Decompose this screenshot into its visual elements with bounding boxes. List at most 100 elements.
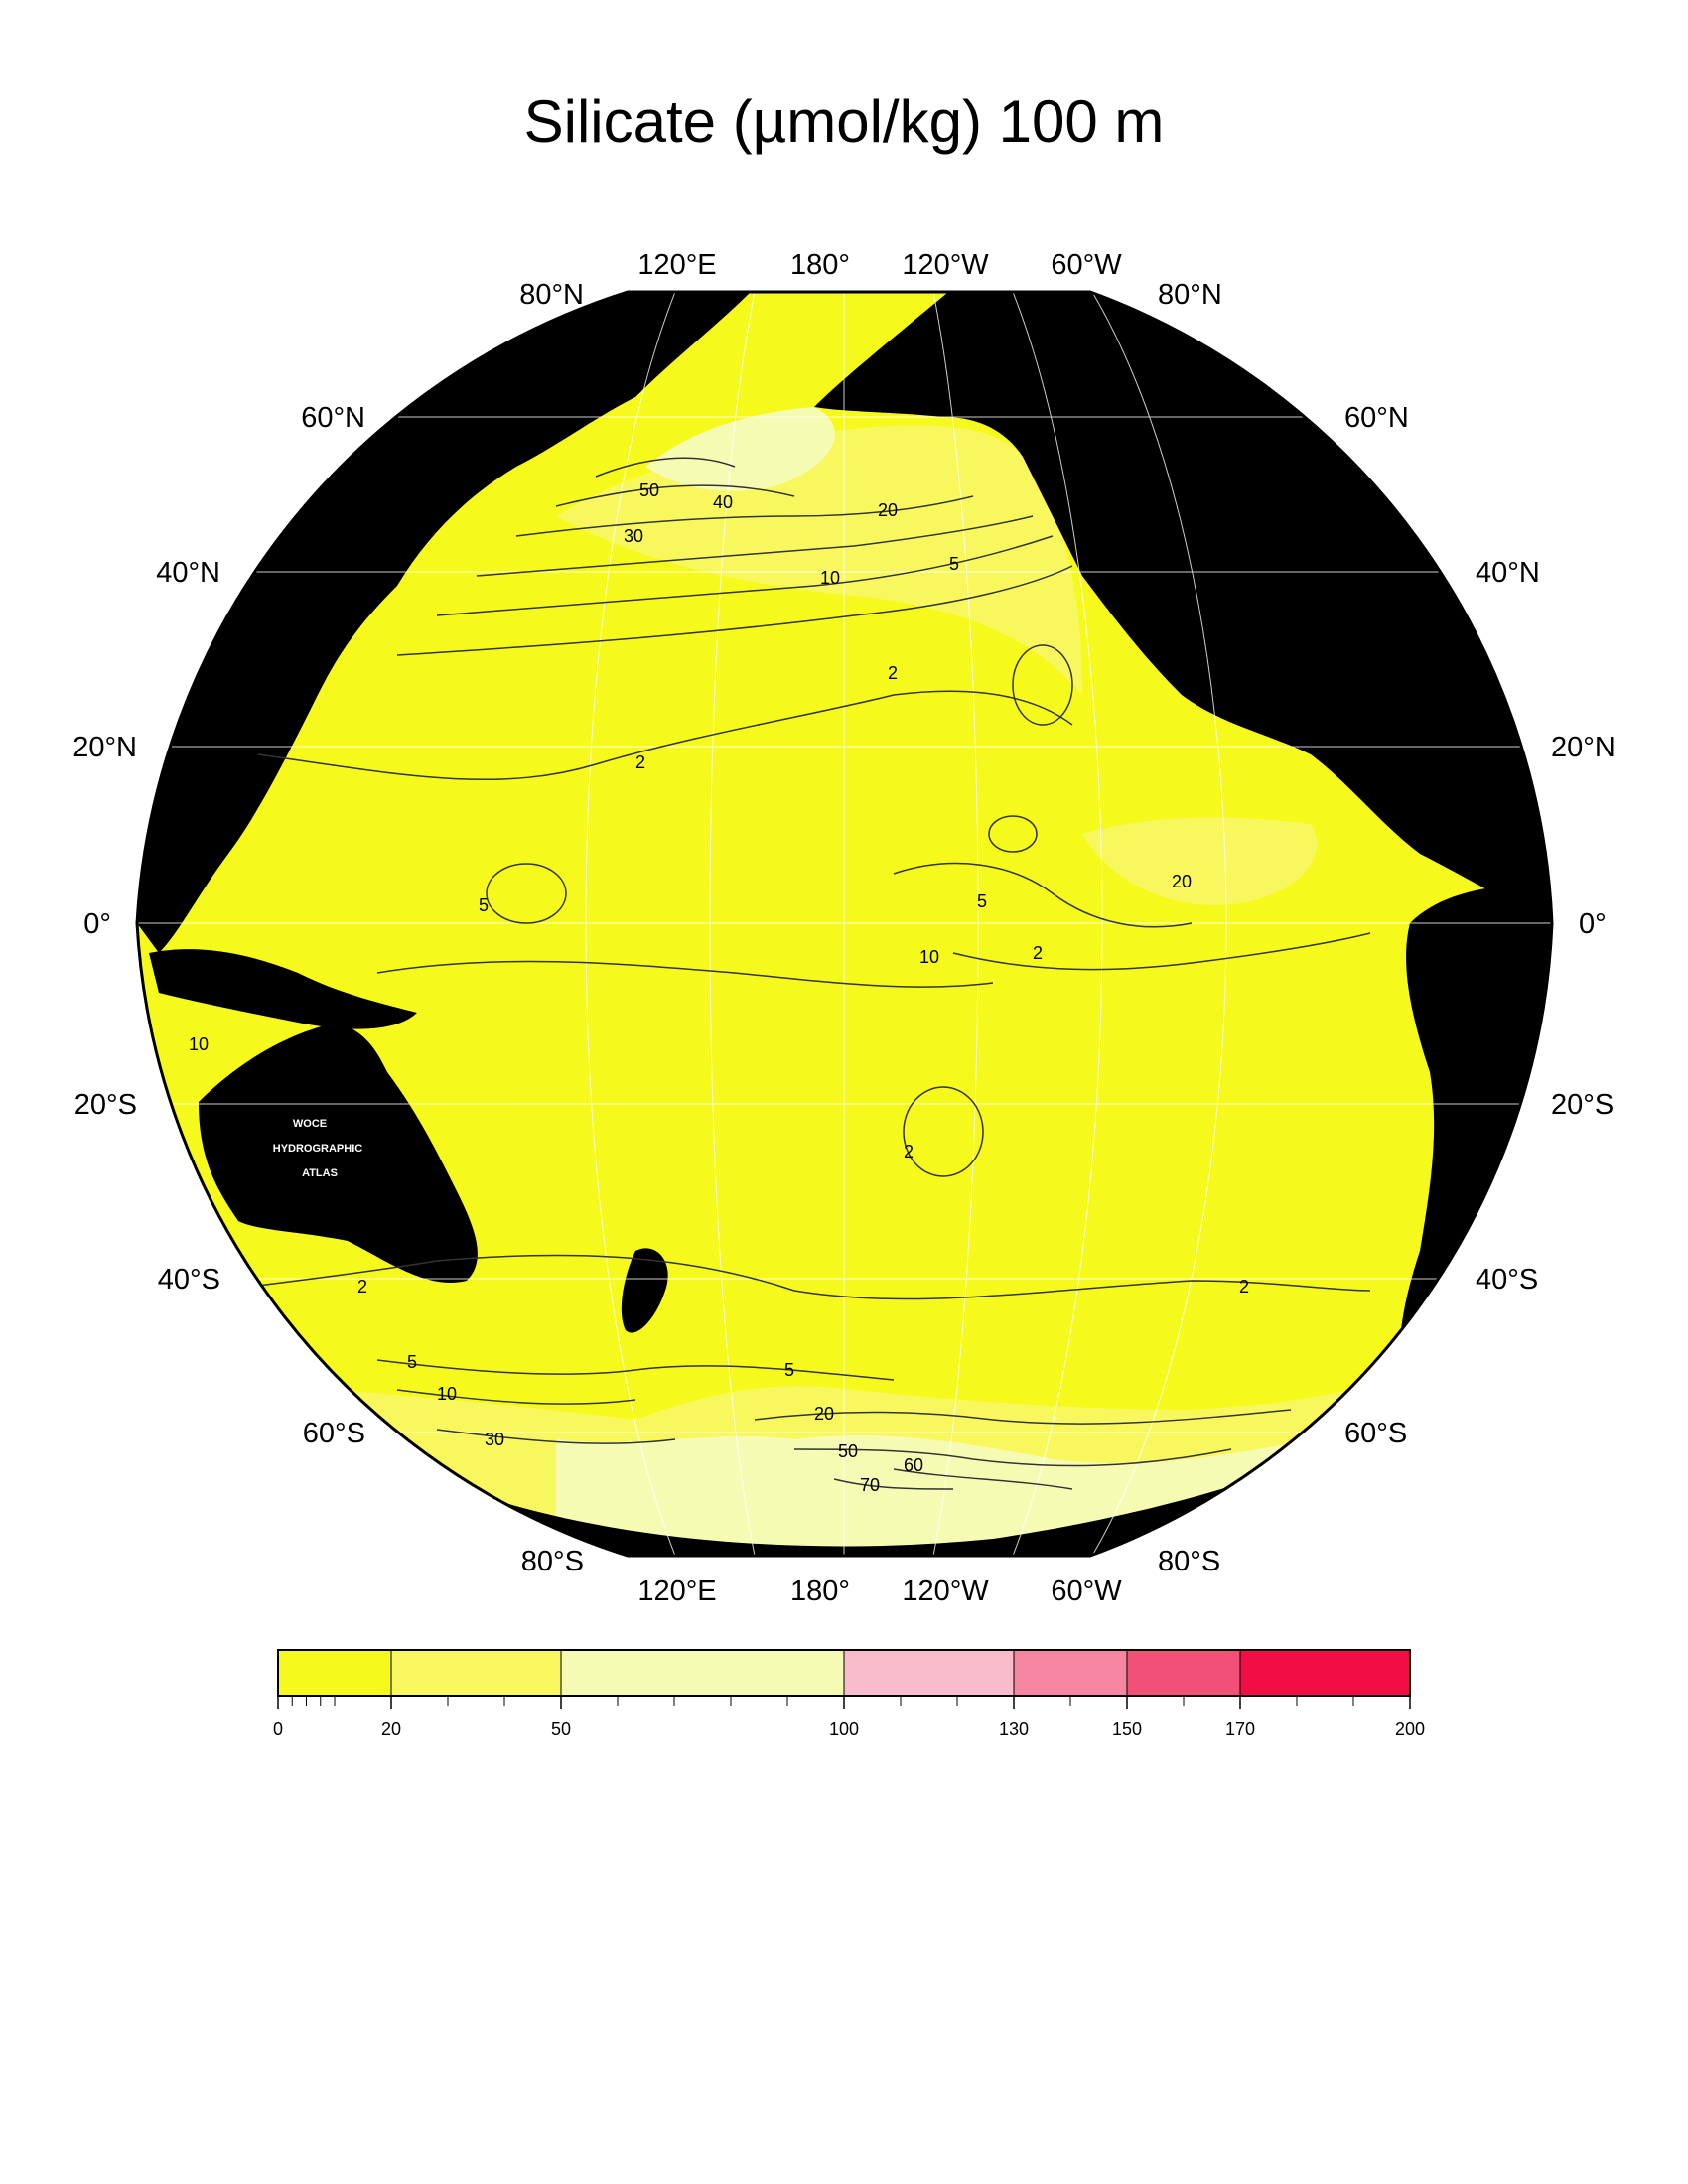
latitude-labels-right: 80°N 60°N 40°N 20°N 0° 20°S 40°S 60°S 80…	[1158, 279, 1616, 1577]
contour-line-mid-2	[257, 690, 1073, 781]
contour-closed-south-pacific	[903, 1086, 984, 1177]
contour-label: 10	[437, 1384, 457, 1404]
lon-label-bottom-60w: 60°W	[1051, 1575, 1122, 1607]
contour-line-north-50	[595, 457, 736, 478]
lon-label-bottom-120w: 120°W	[902, 1575, 989, 1607]
colorbar-tick-label: 200	[1395, 1719, 1425, 1739]
contour-label: 60	[904, 1455, 923, 1475]
colorbar-tick-label: 0	[273, 1719, 283, 1739]
contour-label: 50	[639, 480, 659, 500]
lat-label-right-80n: 80°N	[1158, 279, 1222, 311]
contour-label: 2	[888, 663, 898, 683]
colorbar-band	[1239, 1649, 1411, 1697]
contour-closed-north-east	[1012, 644, 1073, 726]
globe	[137, 292, 1552, 1556]
band-north-50-100	[645, 407, 835, 491]
contour-label: 10	[820, 568, 840, 588]
stamp-line-2: HYDROGRAPHIC	[273, 1143, 363, 1155]
map-title: Silicate (µmol/kg) 100 m	[523, 88, 1165, 155]
contour-line-south-5	[376, 1359, 895, 1381]
globe-outline	[135, 290, 1554, 1558]
graticule	[137, 292, 1552, 1556]
contour-label: 50	[838, 1441, 858, 1461]
contour-label: 5	[784, 1360, 794, 1380]
colorbar: 0 20 50 100 130 150 170 200	[273, 1649, 1425, 1739]
contour-label: 2	[357, 1277, 367, 1297]
contour-line-south-30	[436, 1429, 676, 1444]
lat-label-right-40n: 40°N	[1476, 557, 1540, 589]
contour-line-south-10	[396, 1389, 636, 1405]
colorbar-tick-label: 20	[381, 1719, 401, 1739]
land-indonesia	[149, 949, 417, 1029]
lat-label-left-20s: 20°S	[74, 1089, 137, 1121]
contour-label: 2	[1033, 943, 1043, 963]
contour-line-north-10	[436, 535, 1054, 616]
contour-label: 2	[1239, 1277, 1249, 1297]
colorbar-band	[560, 1649, 845, 1697]
contour-label: 2	[904, 1142, 914, 1161]
contour-line-north-30	[515, 495, 974, 537]
colorbar-tick-label: 150	[1112, 1719, 1142, 1739]
lon-label-top-120w: 120°W	[902, 249, 989, 281]
lon-label-bottom-120e: 120°E	[637, 1575, 716, 1607]
contour-line-south-60	[893, 1468, 1073, 1490]
contour-label: 5	[977, 891, 987, 911]
contour-line-south-50	[793, 1448, 1232, 1467]
contour-label: 30	[485, 1430, 504, 1449]
lon-label-top-180: 180°	[790, 249, 850, 281]
lat-label-right-20n: 20°N	[1551, 732, 1616, 763]
longitude-labels-bottom: 120°E 180° 120°W 60°W	[637, 1575, 1122, 1607]
contour-label: 20	[1172, 872, 1192, 891]
stamp-line-3: ATLAS	[302, 1167, 338, 1179]
lat-label-left-40s: 40°S	[158, 1264, 220, 1296]
colorbar-tick-label: 130	[999, 1719, 1029, 1739]
colorbar-tick-label: 170	[1225, 1719, 1255, 1739]
colorbar-band	[277, 1649, 392, 1697]
lat-label-left-80s: 80°S	[521, 1546, 584, 1577]
contour-label: 2	[635, 752, 645, 772]
contour-label: 40	[713, 492, 733, 512]
contour-line-north-40	[555, 484, 795, 507]
colorbar-band	[1013, 1649, 1128, 1697]
contour-label: 70	[860, 1475, 880, 1495]
colorbar-band	[843, 1649, 1015, 1697]
lon-label-top-120e: 120°E	[637, 249, 716, 281]
lon-line-120w	[1012, 292, 1103, 1556]
colorbar-tick-label: 100	[829, 1719, 859, 1739]
contour-label: 20	[878, 500, 898, 520]
band-east-eq-20-50	[1082, 817, 1318, 905]
contour-label: 5	[407, 1352, 417, 1372]
contour-closed-east-eq	[988, 815, 1038, 853]
contour-line-eq-2	[376, 960, 994, 988]
lat-label-right-60s: 60°S	[1344, 1418, 1407, 1449]
colorbar-band	[390, 1649, 562, 1697]
contours	[217, 457, 1371, 1490]
lat-label-right-20s: 20°S	[1551, 1089, 1614, 1121]
lon-line-150e	[709, 292, 756, 1556]
contour-label: 5	[949, 554, 959, 574]
lat-label-left-40n: 40°N	[156, 557, 220, 589]
lon-label-top-60w: 60°W	[1051, 249, 1122, 281]
lat-label-right-80s: 80°S	[1158, 1546, 1220, 1577]
land-asia	[137, 292, 755, 953]
lon-label-bottom-180: 180°	[790, 1575, 850, 1607]
contour-label: 10	[919, 947, 939, 967]
land-australia	[199, 1023, 478, 1283]
lat-label-left-60n: 60°N	[301, 402, 365, 434]
lat-label-left-80n: 80°N	[519, 279, 584, 311]
contour-label: 10	[189, 1034, 209, 1054]
contour-line-north-20	[476, 515, 1034, 577]
woce-stamp: WOCE HYDROGRAPHIC ATLAS	[273, 1118, 363, 1179]
lat-label-left-0: 0°	[83, 908, 111, 940]
colorbar-tick-label: 50	[551, 1719, 571, 1739]
contour-label: 30	[624, 526, 643, 546]
colorbar-band	[1126, 1649, 1241, 1697]
lat-label-right-0: 0°	[1579, 908, 1607, 940]
lon-line-120e	[585, 292, 676, 1556]
lon-line-150w	[932, 292, 979, 1556]
contour-line-north-5	[396, 565, 1073, 656]
longitude-labels-top: 120°E 180° 120°W 60°W	[637, 249, 1122, 281]
contour-closed-mid-pacific	[486, 863, 567, 924]
